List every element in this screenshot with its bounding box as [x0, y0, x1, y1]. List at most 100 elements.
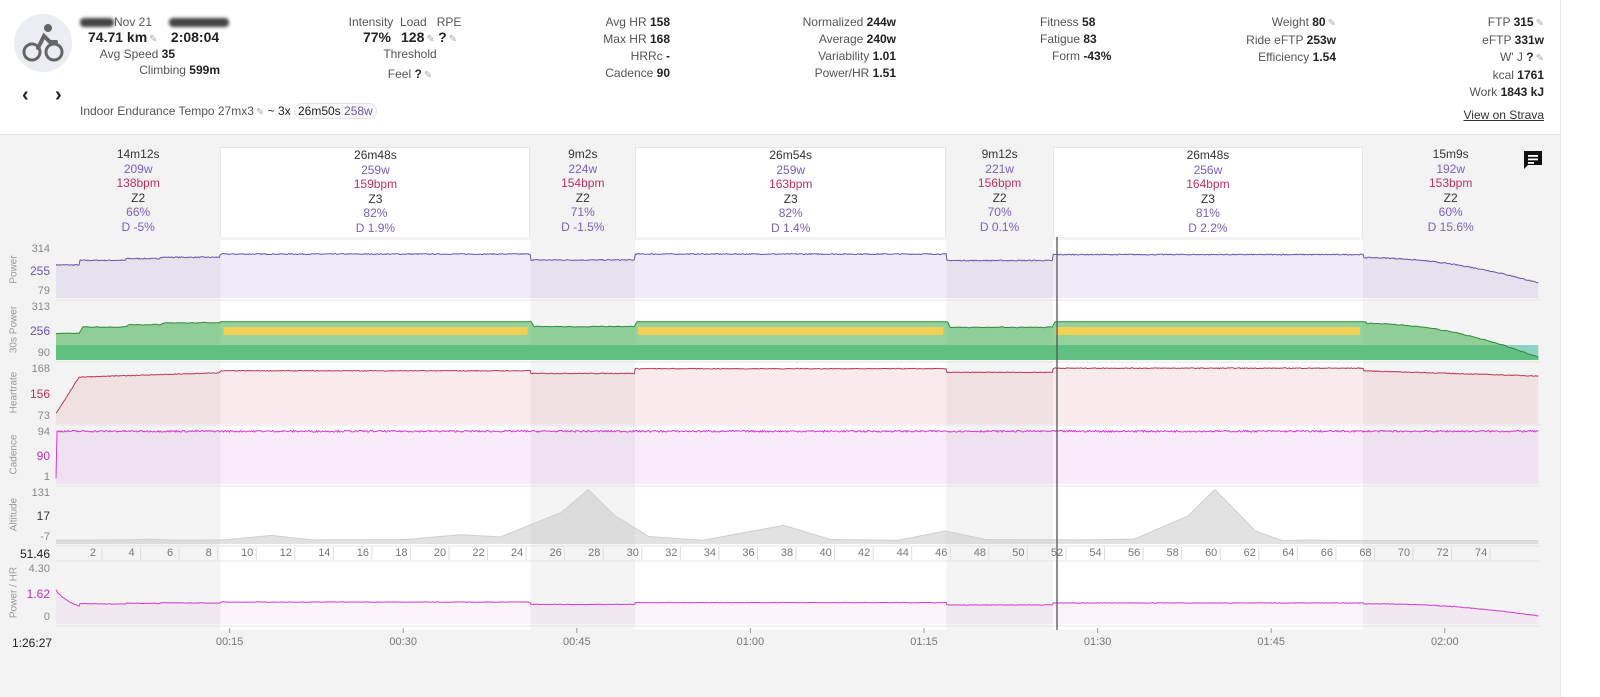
hrrc: -	[666, 49, 670, 63]
feel[interactable]: ?	[414, 67, 422, 81]
distance-tick: 16	[356, 547, 369, 559]
edit-pencil-icon[interactable]: ✎	[1327, 18, 1336, 29]
distance-tick: 56	[1127, 547, 1141, 559]
interval-band[interactable]	[946, 240, 1053, 630]
altitude-area	[56, 489, 1539, 544]
interval-duration: 15m9s	[1432, 147, 1469, 161]
edit-pencil-icon[interactable]: ✎	[149, 34, 158, 45]
activity-name[interactable]: Indoor Endurance Tempo 27mx3	[80, 104, 254, 118]
interval-duration: 26m54s	[769, 148, 813, 162]
interval-band[interactable]	[635, 240, 947, 630]
form: -43%	[1083, 49, 1112, 63]
distance-tick: 44	[896, 547, 909, 559]
interval-header[interactable]: 9m12s 221w 156bpm Z2 70% D 0.1%	[946, 147, 1052, 237]
interval-header[interactable]: 26m54s 259w 163bpm Z3 82% D 1.4%	[635, 147, 947, 237]
distance-tick: 30	[626, 547, 639, 559]
w-prime[interactable]: ?	[1526, 50, 1534, 64]
interval-drift: D 2.2%	[1188, 220, 1228, 235]
activity-streams-chart[interactable]	[0, 0, 1560, 697]
power-hr: 1.51	[872, 66, 896, 80]
interval-zone: Z2	[1443, 190, 1458, 205]
edit-pencil-icon[interactable]: ✎	[255, 107, 265, 118]
interval-band[interactable]	[220, 240, 531, 630]
variability: 1.01	[872, 49, 896, 63]
rpe[interactable]: ?	[438, 29, 447, 45]
interval-header[interactable]: 26m48s 256w 164bpm Z3 81% D 2.2%	[1052, 147, 1363, 237]
ftp[interactable]: 315	[1513, 15, 1534, 29]
eftp: 331w	[1514, 33, 1544, 47]
fitness: 58	[1082, 15, 1096, 29]
work: 1843 kJ	[1500, 85, 1544, 99]
edit-pencil-icon[interactable]: ✎	[423, 70, 433, 81]
edit-pencil-icon[interactable]: ✎	[1535, 53, 1544, 64]
power-30s-green-line	[55, 321, 1539, 358]
interval-header[interactable]: 14m12s 209w 138bpm Z2 66% D -5%	[56, 147, 220, 237]
edit-pencil-icon[interactable]: ✎	[1535, 18, 1544, 29]
time-tick: 00:30	[389, 636, 417, 648]
interval-band[interactable]	[1052, 240, 1364, 630]
distance-tick: 62	[1243, 547, 1256, 559]
interval-summary-badge[interactable]: 26m50s 258w	[293, 103, 377, 119]
interval-zone: Z2	[131, 190, 146, 205]
interval-header[interactable]: 26m48s 259w 159bpm Z3 82% D 1.9%	[220, 147, 531, 237]
interval-zone: Z3	[783, 191, 798, 206]
cadence: 90	[656, 66, 670, 80]
distance-tick: 28	[588, 547, 601, 559]
distance-tick: 18	[395, 547, 408, 559]
comments-icon[interactable]	[1522, 150, 1544, 173]
power-30s-above-threshold	[223, 327, 528, 335]
distance-tick: 70	[1397, 547, 1411, 559]
interval-zone: Z2	[575, 190, 590, 205]
y-min-label: 73	[37, 410, 50, 422]
cycling-avatar	[14, 14, 72, 72]
heartrate-area	[56, 367, 1539, 424]
edit-pencil-icon[interactable]: ✎	[426, 34, 435, 45]
distance-tick: 34	[703, 547, 717, 559]
distance-tick: 24	[510, 547, 524, 559]
previous-activity-button[interactable]: ‹	[22, 84, 29, 106]
next-activity-button[interactable]: ›	[55, 84, 62, 106]
time-tick: 01:00	[736, 636, 765, 648]
duration: 2:08:04	[170, 29, 220, 45]
interval-watts: 209w	[123, 161, 153, 176]
y-current-value: 255	[29, 264, 50, 278]
interval-duration: 9m2s	[568, 147, 598, 161]
distance-tick: 52	[1050, 547, 1064, 559]
time-tick: 00:45	[563, 636, 591, 648]
y-current-value: 156	[29, 386, 50, 401]
kcal: 1761	[1517, 68, 1544, 82]
interval-bpm: 159bpm	[353, 177, 398, 191]
redacted-text	[169, 18, 230, 28]
distance-tick: 22	[472, 547, 485, 559]
weight[interactable]: 80	[1312, 15, 1326, 29]
page-scrollbar[interactable]	[1560, 0, 1600, 697]
y-max-label: 313	[31, 301, 50, 313]
distance-tick: 40	[819, 547, 832, 559]
activity-header: Nov 21 74.71 km ✎ 2:08:04 Avg Speed 35 Cl…	[0, 0, 1560, 135]
cadence-area	[56, 430, 1539, 484]
average-power: 240w	[866, 32, 896, 46]
interval-header[interactable]: 15m9s 192w 153bpm Z2 60% D 15.6%	[1363, 147, 1538, 237]
distance-tick: 26	[549, 547, 562, 559]
interval-bpm: 156bpm	[977, 176, 1022, 190]
y-current-value: 90	[36, 448, 50, 463]
time-tick: 01:15	[910, 636, 938, 648]
interval-band[interactable]	[530, 240, 636, 630]
interval-zone: Z3	[1200, 191, 1215, 206]
interval-header[interactable]: 9m2s 224w 154bpm Z2 71% D -1.5%	[531, 147, 636, 237]
y-min-label: 1	[43, 471, 50, 483]
redacted-text	[80, 18, 114, 28]
power-area	[56, 253, 1539, 298]
interval-zone: Z3	[368, 191, 383, 206]
distance-tick: 20	[433, 547, 447, 559]
time-tick: 02:00	[1431, 636, 1459, 648]
y-min-label: 79	[37, 285, 50, 297]
interval-duration: 26m48s	[1186, 148, 1230, 162]
interval-band[interactable]	[56, 240, 221, 630]
interval-band[interactable]	[1363, 240, 1539, 630]
avg-speed: 35	[161, 47, 175, 61]
interval-duration: 9m12s	[981, 147, 1018, 161]
view-on-strava-link[interactable]: View on Strava	[1463, 108, 1545, 122]
edit-pencil-icon[interactable]: ✎	[448, 34, 458, 45]
interval-watts: 224w	[568, 161, 598, 176]
